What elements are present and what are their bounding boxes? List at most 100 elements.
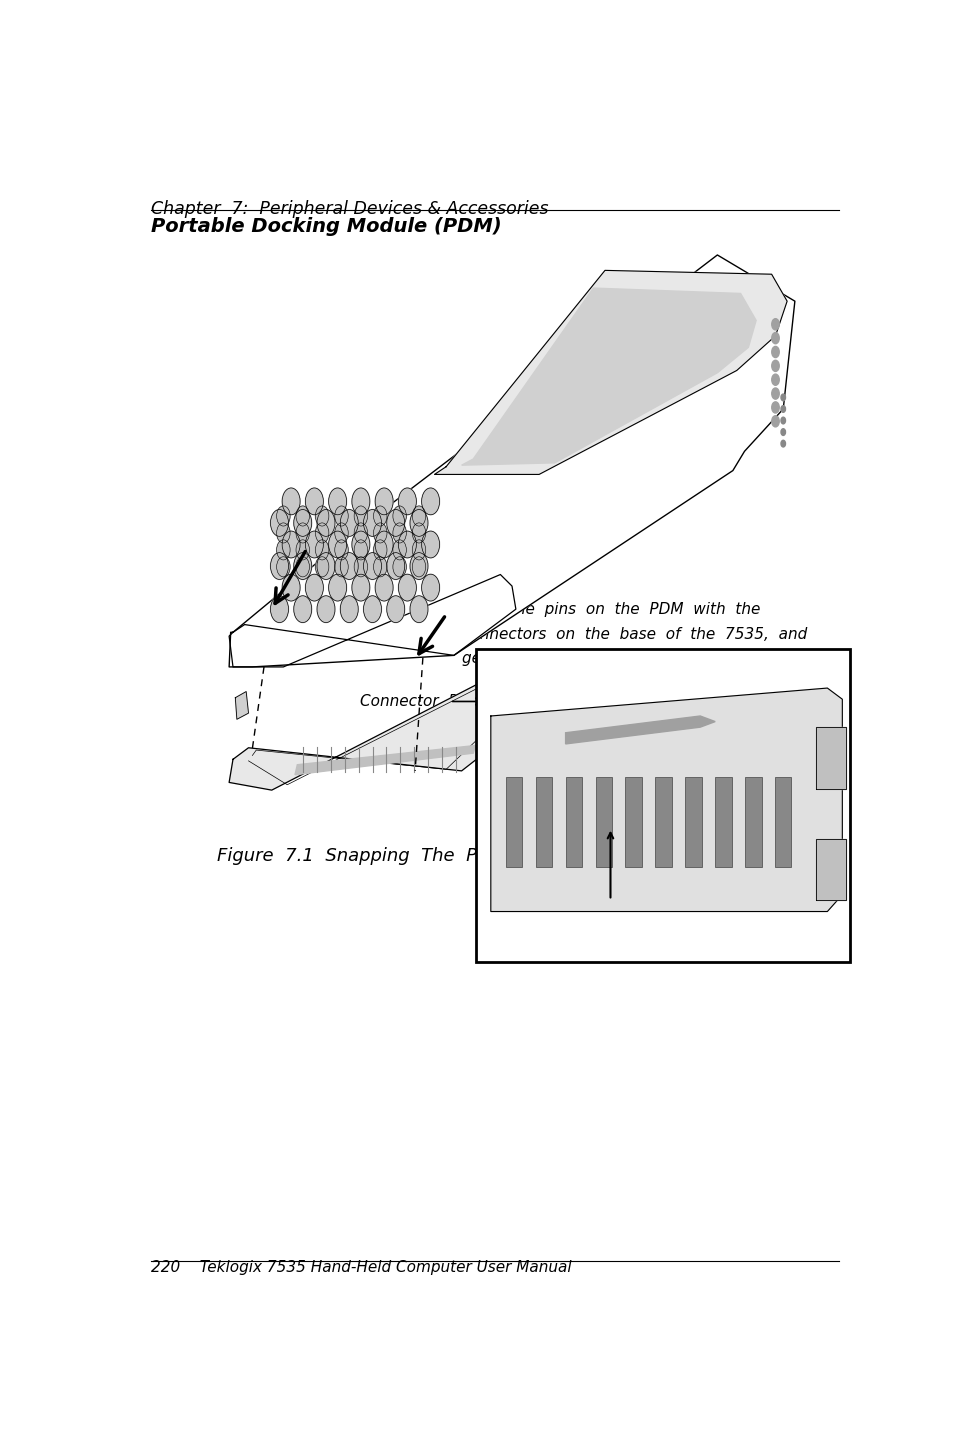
Bar [745,778,761,866]
Polygon shape [295,746,476,775]
Bar [565,778,582,866]
Text: Figure  7.1  Snapping  The  PDM  To  The  Base  Of  The  7535: Figure 7.1 Snapping The PDM To The Base … [217,846,772,865]
Text: 220    Teklogix 7535 Hand-Held Computer User Manual: 220 Teklogix 7535 Hand-Held Computer Use… [151,1259,571,1274]
Circle shape [781,428,786,435]
Circle shape [412,557,426,577]
Bar [536,778,552,866]
Circle shape [316,506,329,527]
Circle shape [270,596,289,622]
Circle shape [375,488,393,515]
Circle shape [354,506,368,527]
Polygon shape [229,682,516,791]
Circle shape [399,575,416,601]
Circle shape [772,332,780,344]
Polygon shape [229,575,516,667]
Circle shape [393,522,406,543]
Bar [506,778,522,866]
Circle shape [282,531,300,557]
Circle shape [277,557,290,577]
Circle shape [352,575,370,601]
Text: Align  the  pins  on  the  PDM  with  the: Align the pins on the PDM with the [462,602,760,617]
Circle shape [373,506,387,527]
Bar [595,778,612,866]
Circle shape [305,488,323,515]
Circle shape [282,488,300,515]
Circle shape [270,553,289,579]
Circle shape [393,557,406,577]
Circle shape [375,531,393,557]
Circle shape [296,540,310,560]
Circle shape [772,415,780,427]
Circle shape [316,522,329,543]
Bar [655,778,672,866]
Circle shape [352,531,370,557]
Circle shape [296,522,310,543]
Circle shape [393,540,406,560]
Circle shape [317,509,335,537]
Circle shape [354,557,368,577]
Circle shape [277,522,290,543]
Circle shape [772,347,780,357]
Circle shape [412,506,426,527]
Circle shape [772,319,780,329]
Circle shape [772,387,780,399]
Circle shape [341,509,358,537]
Circle shape [335,540,348,560]
Circle shape [781,440,786,447]
Circle shape [293,553,312,579]
Circle shape [387,596,404,622]
Text: Chapter  7:  Peripheral Devices & Accessories: Chapter 7: Peripheral Devices & Accessor… [151,200,548,218]
Bar [715,778,731,866]
Circle shape [364,553,381,579]
Circle shape [277,540,290,560]
Circle shape [364,509,381,537]
Circle shape [410,509,427,537]
Circle shape [335,522,348,543]
Circle shape [317,553,335,579]
Polygon shape [565,715,715,744]
Circle shape [412,522,426,543]
Circle shape [329,531,346,557]
Circle shape [293,509,312,537]
Circle shape [373,522,387,543]
Circle shape [412,540,426,560]
Circle shape [373,557,387,577]
Circle shape [422,531,440,557]
Circle shape [335,557,348,577]
Bar [685,778,702,866]
Circle shape [335,506,348,527]
Circle shape [341,553,358,579]
Circle shape [293,596,312,622]
Circle shape [393,506,406,527]
Polygon shape [816,839,846,900]
Polygon shape [491,688,842,911]
Circle shape [341,596,358,622]
Circle shape [375,575,393,601]
Circle shape [352,488,370,515]
Polygon shape [229,255,795,667]
Circle shape [317,596,335,622]
Text: Connector  Pins: Connector Pins [360,694,480,710]
Circle shape [329,575,346,601]
Polygon shape [461,289,757,466]
Circle shape [296,506,310,527]
Circle shape [270,509,289,537]
Circle shape [422,488,440,515]
Circle shape [781,406,786,412]
Circle shape [387,509,404,537]
Circle shape [316,557,329,577]
Circle shape [399,488,416,515]
Circle shape [329,488,346,515]
Polygon shape [816,727,846,788]
Circle shape [296,557,310,577]
Text: Portable Docking Module (PDM): Portable Docking Module (PDM) [151,216,501,235]
Circle shape [410,553,427,579]
Bar [476,649,850,962]
Circle shape [781,395,786,400]
Text: gently  snap  the  PDM  onto  the  hand-held.: gently snap the PDM onto the hand-held. [462,651,806,666]
Circle shape [410,596,427,622]
Circle shape [305,575,323,601]
Circle shape [772,374,780,386]
Bar [775,778,791,866]
Circle shape [354,540,368,560]
